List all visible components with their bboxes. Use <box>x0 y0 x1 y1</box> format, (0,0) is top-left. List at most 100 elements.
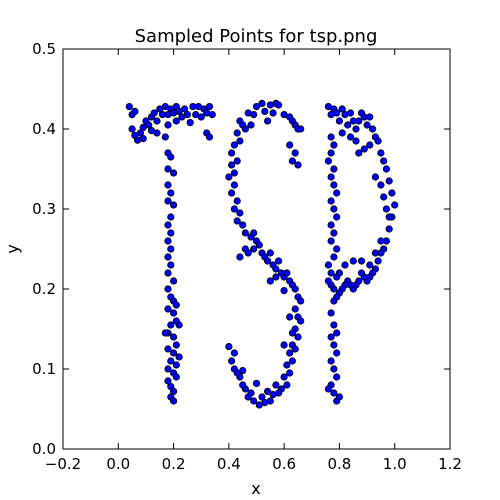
data-point-p-11 <box>355 117 363 125</box>
data-point-s-75 <box>250 397 258 405</box>
data-point-s-100 <box>280 341 288 349</box>
data-point-t-19 <box>164 121 172 129</box>
data-point-t-36 <box>208 111 216 119</box>
data-point-t-81 <box>172 361 180 369</box>
data-point-t-83 <box>175 321 183 329</box>
x-axis-label: x <box>251 479 260 498</box>
data-point-s-102 <box>247 121 255 129</box>
data-point-t-65 <box>167 321 175 329</box>
data-point-t-50 <box>164 221 172 229</box>
data-point-p-18 <box>374 137 382 145</box>
data-point-s-99 <box>239 366 247 375</box>
data-point-p-48 <box>324 277 332 285</box>
data-point-s-101 <box>286 313 294 321</box>
x-tick-label-5: 0.8 <box>327 455 351 473</box>
data-point-p-50 <box>330 141 338 149</box>
data-point-t-44 <box>170 169 178 177</box>
data-point-s-66 <box>280 373 288 381</box>
data-point-s-64 <box>283 361 291 369</box>
data-point-p-75 <box>327 357 335 365</box>
y-tick-label-0: 0.0 <box>32 440 56 458</box>
data-point-p-8 <box>346 109 355 117</box>
data-point-s-82 <box>230 365 238 373</box>
data-point-s-44 <box>274 257 283 265</box>
x-tick-label-7: 1.2 <box>438 455 462 473</box>
data-point-p-24 <box>391 201 399 209</box>
data-point-t-70 <box>170 349 178 357</box>
data-point-s-14 <box>297 125 305 133</box>
data-point-s-87 <box>291 149 299 157</box>
data-point-s-86 <box>286 141 294 149</box>
data-point-s-48 <box>283 269 291 277</box>
data-point-s-54 <box>291 305 299 313</box>
data-point-s-56 <box>297 317 305 325</box>
data-point-p-56 <box>333 189 341 197</box>
x-tick-label-6: 1.0 <box>383 455 407 473</box>
data-point-s-97 <box>272 381 280 389</box>
data-point-t-78 <box>170 387 178 395</box>
data-point-t-6 <box>136 129 144 137</box>
data-point-p-26 <box>385 225 393 233</box>
data-point-p-86 <box>371 173 379 181</box>
data-point-s-79 <box>239 381 247 389</box>
data-point-p-23 <box>388 189 396 197</box>
data-point-t-51 <box>167 229 175 237</box>
data-point-p-100 <box>338 129 346 137</box>
data-point-p-20 <box>380 157 388 165</box>
data-point-s-26 <box>230 181 238 189</box>
data-point-t-35 <box>205 103 214 111</box>
data-point-t-32 <box>197 113 205 121</box>
data-point-p-98 <box>346 133 355 141</box>
data-point-p-76 <box>330 365 338 373</box>
data-point-s-18 <box>233 129 241 137</box>
data-point-s-6 <box>250 111 258 119</box>
data-point-t-38 <box>205 133 214 141</box>
x-tick-label-0: −0.2 <box>45 455 81 473</box>
data-point-s-8 <box>269 109 277 117</box>
data-point-s-45 <box>272 265 280 273</box>
data-point-p-22 <box>385 177 393 185</box>
data-point-s-88 <box>288 157 296 165</box>
data-point-s-98 <box>252 379 261 387</box>
data-point-s-22 <box>233 157 241 165</box>
data-point-p-58 <box>330 205 338 213</box>
data-point-p-93 <box>366 261 374 269</box>
data-point-t-46 <box>167 189 175 197</box>
data-point-s-37 <box>255 241 263 249</box>
data-point-s-65 <box>286 369 294 377</box>
data-point-s-59 <box>294 333 302 341</box>
data-point-s-20 <box>230 141 238 149</box>
data-point-p-62 <box>327 237 335 245</box>
y-axis-label: y <box>3 244 22 253</box>
data-point-p-61 <box>330 229 338 237</box>
data-point-p-52 <box>324 157 332 165</box>
data-point-p-83 <box>355 149 363 157</box>
y-tick-label-4: 0.4 <box>32 120 56 138</box>
data-point-p-97 <box>335 269 343 277</box>
data-point-t-48 <box>170 201 178 209</box>
data-point-p-16 <box>368 125 377 133</box>
data-point-p-74 <box>333 349 341 357</box>
data-point-p-94 <box>357 257 366 265</box>
data-point-s-67 <box>283 381 291 389</box>
data-point-s-0 <box>252 103 261 111</box>
data-point-p-79 <box>330 389 338 397</box>
data-point-p-99 <box>352 137 360 145</box>
data-point-p-49 <box>327 133 335 141</box>
data-point-p-54 <box>327 173 335 181</box>
data-point-p-81 <box>335 393 343 401</box>
data-point-p-4 <box>335 117 343 125</box>
data-point-p-69 <box>327 309 335 317</box>
ticks-layer: −0.2 0.0 0.2 0.4 0.6 0.8 1.0 1.20.00.10.20.30.4… <box>32 40 462 473</box>
data-point-t-75 <box>172 373 180 381</box>
data-point-s-73 <box>258 393 266 401</box>
data-point-t-82 <box>161 329 169 337</box>
y-tick-label-2: 0.2 <box>32 280 56 298</box>
data-point-p-60 <box>327 221 335 229</box>
data-point-p-84 <box>360 145 368 153</box>
data-point-p-88 <box>380 193 388 201</box>
data-point-s-74 <box>255 401 263 409</box>
data-point-t-56 <box>164 269 172 277</box>
data-point-t-57 <box>170 277 178 285</box>
data-point-p-21 <box>382 165 390 173</box>
